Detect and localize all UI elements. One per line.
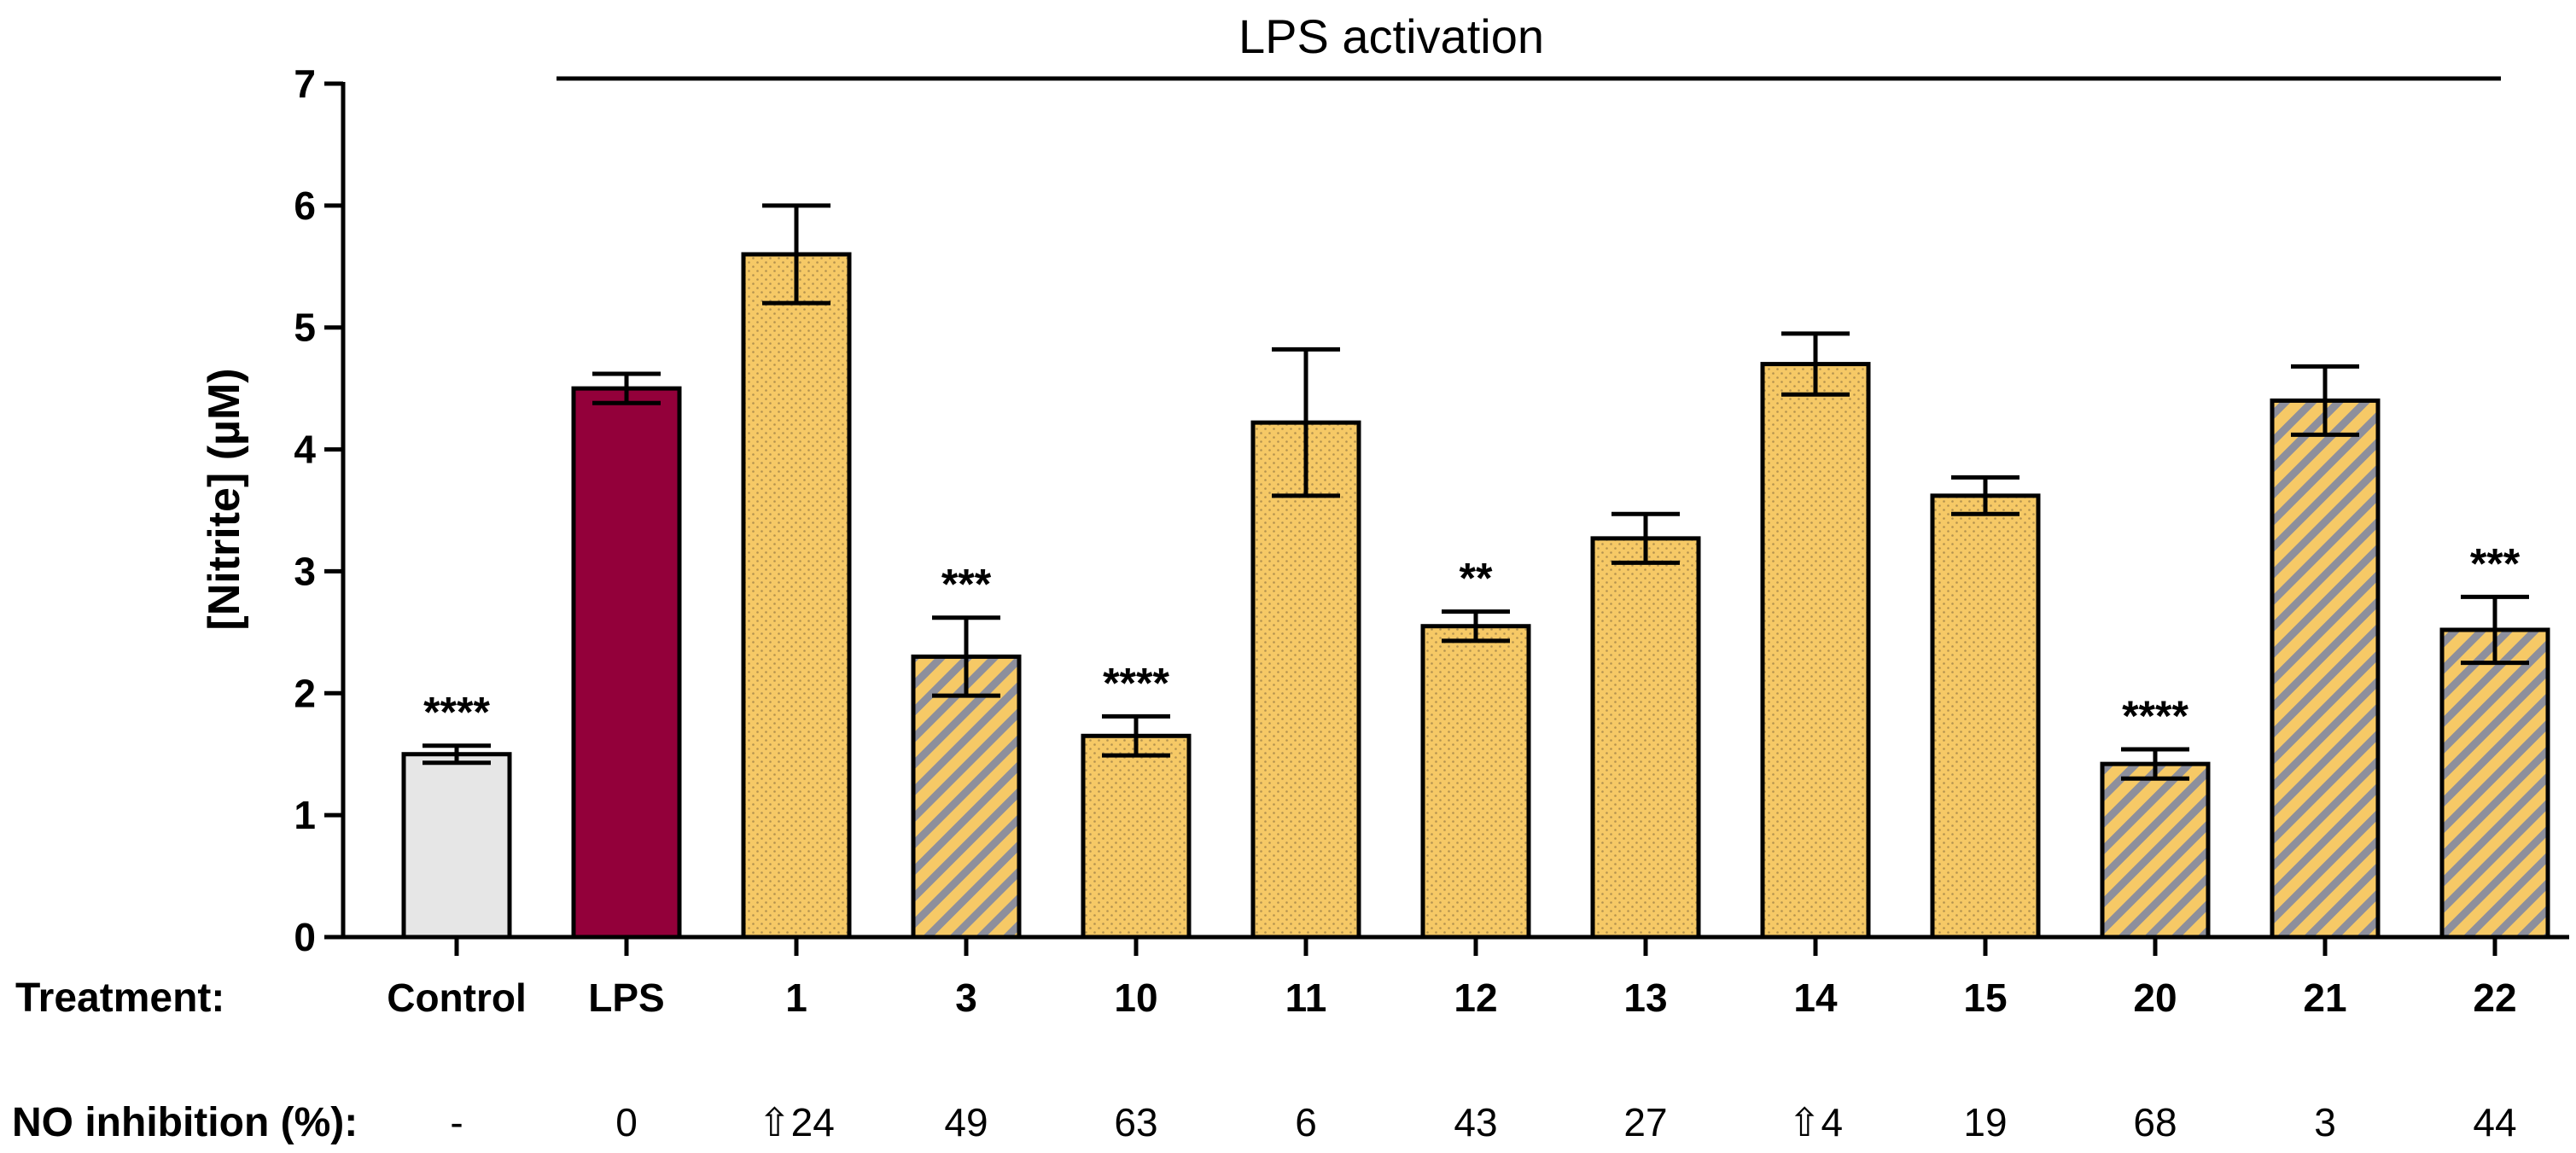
category-label: 15 xyxy=(1963,975,2007,1020)
bars: ******************** xyxy=(401,203,2550,940)
no-inhibition-value: 3 xyxy=(2314,1100,2336,1144)
bar-14 xyxy=(1760,362,1871,940)
y-tick-label: 4 xyxy=(294,428,316,472)
no-inhibition-value: 63 xyxy=(1114,1100,1157,1144)
bar-1 xyxy=(741,252,852,940)
category-label: 11 xyxy=(1285,975,1327,1020)
no-inhibition-value: 0 xyxy=(615,1100,638,1144)
significance-label: *** xyxy=(941,561,992,609)
category-label: 14 xyxy=(1793,975,1838,1020)
significance-label: *** xyxy=(2470,539,2521,587)
no-inhibition-value: 27 xyxy=(1623,1100,1667,1144)
no-inhibition-value: 44 xyxy=(2473,1100,2516,1144)
no-inhibition-value: - xyxy=(450,1100,463,1144)
no-inhibition-value: 68 xyxy=(2133,1100,2177,1144)
y-tick-label: 3 xyxy=(294,549,316,593)
category-label: 1 xyxy=(785,975,807,1020)
significance-label: **** xyxy=(2122,692,2188,740)
category-label: 12 xyxy=(1454,975,1497,1020)
bar-lps xyxy=(571,386,682,940)
bar-22 xyxy=(2439,627,2550,940)
category-label: 13 xyxy=(1623,975,1667,1020)
no-inhibition-value: 43 xyxy=(1454,1100,1497,1144)
significance-label: **** xyxy=(1103,659,1169,707)
bar-11 xyxy=(1250,420,1361,940)
no-inhibition-value: 6 xyxy=(1295,1100,1317,1144)
category-label: 21 xyxy=(2303,975,2346,1020)
y-tick-label: 7 xyxy=(294,61,316,106)
bar-control xyxy=(401,752,512,940)
y-tick-label: 2 xyxy=(294,671,316,715)
y-axis-label: [Nitrite] (µM) xyxy=(200,368,249,630)
category-label: 20 xyxy=(2133,975,2177,1020)
category-label: 10 xyxy=(1114,975,1157,1020)
bar-15 xyxy=(1930,493,2041,940)
no-inhibition-value: 49 xyxy=(944,1100,988,1144)
y-tick-label: 1 xyxy=(294,793,316,837)
significance-label: **** xyxy=(423,689,490,737)
category-label: 3 xyxy=(955,975,977,1020)
bar-21 xyxy=(2270,398,2381,940)
no-inhibition-value: ⇧4 xyxy=(1788,1100,1843,1144)
y-tick-label: 6 xyxy=(294,183,316,228)
category-labels: Control-LPS01⇧2434910631161243132714⇧415… xyxy=(387,975,2516,1144)
lps-activation-label: LPS activation xyxy=(1238,9,1544,63)
bar-13 xyxy=(1590,536,1701,940)
y-tick-label: 0 xyxy=(294,915,316,959)
significance-label: ** xyxy=(1460,555,1493,603)
no-inhibition-value: ⇧24 xyxy=(758,1100,835,1144)
no-inhibition-row-label: NO inhibition (%): xyxy=(12,1100,358,1145)
category-label: LPS xyxy=(588,975,664,1020)
bar-3 xyxy=(911,654,1022,940)
bar-20 xyxy=(2100,761,2211,940)
category-label: 22 xyxy=(2473,975,2516,1020)
treatment-row-label: Treatment: xyxy=(15,975,224,1021)
no-inhibition-value: 19 xyxy=(1963,1100,2007,1144)
bar-10 xyxy=(1081,733,1192,940)
category-label: Control xyxy=(387,975,527,1020)
bar-12 xyxy=(1420,624,1531,940)
y-tick-label: 5 xyxy=(294,306,316,350)
